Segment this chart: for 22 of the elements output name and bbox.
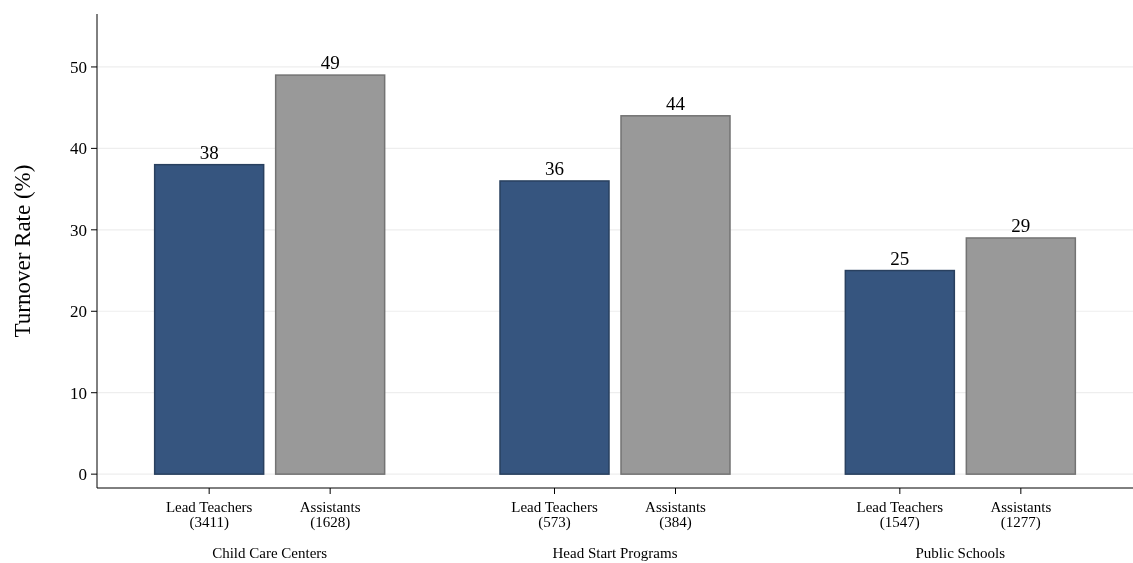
y-tick-label: 10 [70,383,87,403]
y-tick-label: 50 [70,57,87,77]
data-label: 38 [199,141,219,163]
y-axis-title: Turnover Rate (%) [10,164,35,338]
y-tick-label: 30 [70,220,87,240]
text: Head Start Programs [552,545,678,561]
y-tick-label: 20 [70,302,87,322]
data-label: 49 [320,52,340,74]
data-label: 25 [890,247,910,269]
x-tick-label: Assistants (1277) [990,499,1052,531]
text: Public Schools [915,545,1006,561]
y-tick-label: 40 [70,139,87,159]
x-tick-label: Assistants (1628) [299,499,361,531]
data-label: 44 [666,92,686,114]
data-label: 29 [1011,214,1031,236]
x-tick-label: Lead Teachers (573) [511,499,598,531]
x-tick-label: Lead Teachers (3411) [165,499,253,531]
x-tick-label: Assistants (384) [645,499,707,531]
x-tick-label: Lead Teachers (1547) [856,499,944,531]
data-label: 36 [545,157,564,179]
y-tick-label: 0 [78,465,87,485]
text: Child Care Centers [212,545,328,561]
